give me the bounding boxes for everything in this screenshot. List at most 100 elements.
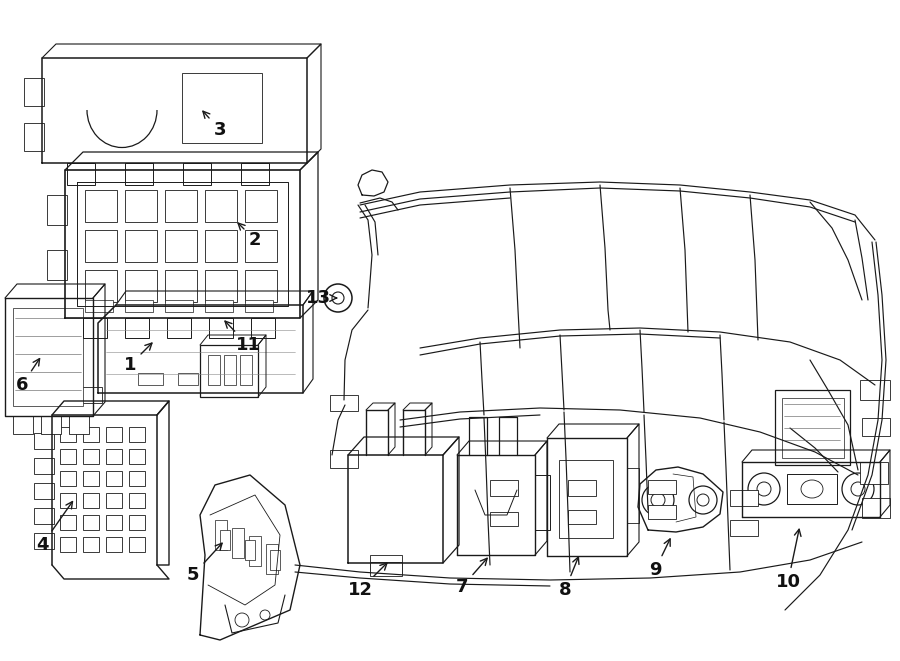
Bar [83,515,99,530]
Bar [627,468,639,523]
Bar [782,398,844,458]
Bar [129,515,145,530]
Bar [106,427,122,442]
Bar [13,308,83,406]
Bar [205,230,237,262]
Circle shape [235,613,249,627]
Bar [85,190,117,222]
Bar [106,515,122,530]
Bar [245,230,277,262]
Bar [205,270,237,302]
Bar [270,550,280,570]
Text: 10: 10 [776,529,801,591]
Bar [232,528,244,558]
Bar [178,373,198,385]
Bar [85,230,117,262]
Bar [862,418,890,436]
Bar [106,471,122,486]
Bar [245,540,255,560]
Bar [568,510,596,524]
Bar [167,318,191,338]
Bar [47,195,67,225]
Bar [34,458,54,474]
Bar [568,480,596,496]
Text: 8: 8 [559,557,579,599]
Bar [266,544,278,574]
Bar [129,537,145,552]
Circle shape [851,482,865,496]
Text: 7: 7 [455,559,487,596]
Bar [224,355,236,385]
Bar [67,163,95,185]
Bar [125,163,153,185]
Bar [205,190,237,222]
Text: 3: 3 [202,111,226,139]
Bar [559,460,613,538]
Bar [60,449,76,464]
Bar [208,355,220,385]
Bar [106,493,122,508]
Bar [165,270,197,302]
Bar [85,270,117,302]
Bar [60,427,76,442]
Bar [490,480,518,496]
Bar [125,318,149,338]
Circle shape [332,292,344,304]
Bar [245,270,277,302]
Bar [106,449,122,464]
Text: 4: 4 [36,502,73,554]
Circle shape [260,610,270,620]
Circle shape [324,284,352,312]
Bar [83,537,99,552]
Text: 1: 1 [124,343,152,374]
Bar [860,462,888,484]
Bar [72,387,102,403]
Bar [209,318,233,338]
Bar [240,355,252,385]
Text: 11: 11 [225,321,260,354]
Bar [775,390,850,465]
Circle shape [748,473,780,505]
Text: 5: 5 [187,543,222,584]
Bar [125,270,157,302]
Text: 12: 12 [347,563,387,599]
Bar [34,483,54,499]
Bar [47,250,67,280]
Circle shape [689,486,717,514]
Bar [370,562,402,576]
Bar [165,190,197,222]
Bar [125,190,157,222]
Bar [249,536,261,566]
Bar [787,474,837,504]
Circle shape [642,484,674,516]
Ellipse shape [801,480,823,498]
Bar [60,493,76,508]
Bar [125,230,157,262]
Bar [241,163,269,185]
Circle shape [757,482,771,496]
Bar [535,475,550,530]
Bar [83,493,99,508]
Bar [129,427,145,442]
Bar [83,449,99,464]
Bar [60,515,76,530]
Bar [245,300,273,312]
Bar [138,373,163,385]
Bar [34,433,54,449]
Circle shape [651,493,665,507]
Bar [24,123,44,151]
Bar [85,300,113,312]
Bar [129,493,145,508]
Bar [648,480,676,494]
Bar [34,508,54,524]
Bar [41,416,61,434]
Text: 9: 9 [649,539,670,579]
Circle shape [697,494,709,506]
Bar [165,300,193,312]
Text: 6: 6 [16,359,40,394]
Bar [13,416,33,434]
Bar [129,449,145,464]
Bar [251,318,275,338]
Bar [129,471,145,486]
Bar [860,380,890,400]
